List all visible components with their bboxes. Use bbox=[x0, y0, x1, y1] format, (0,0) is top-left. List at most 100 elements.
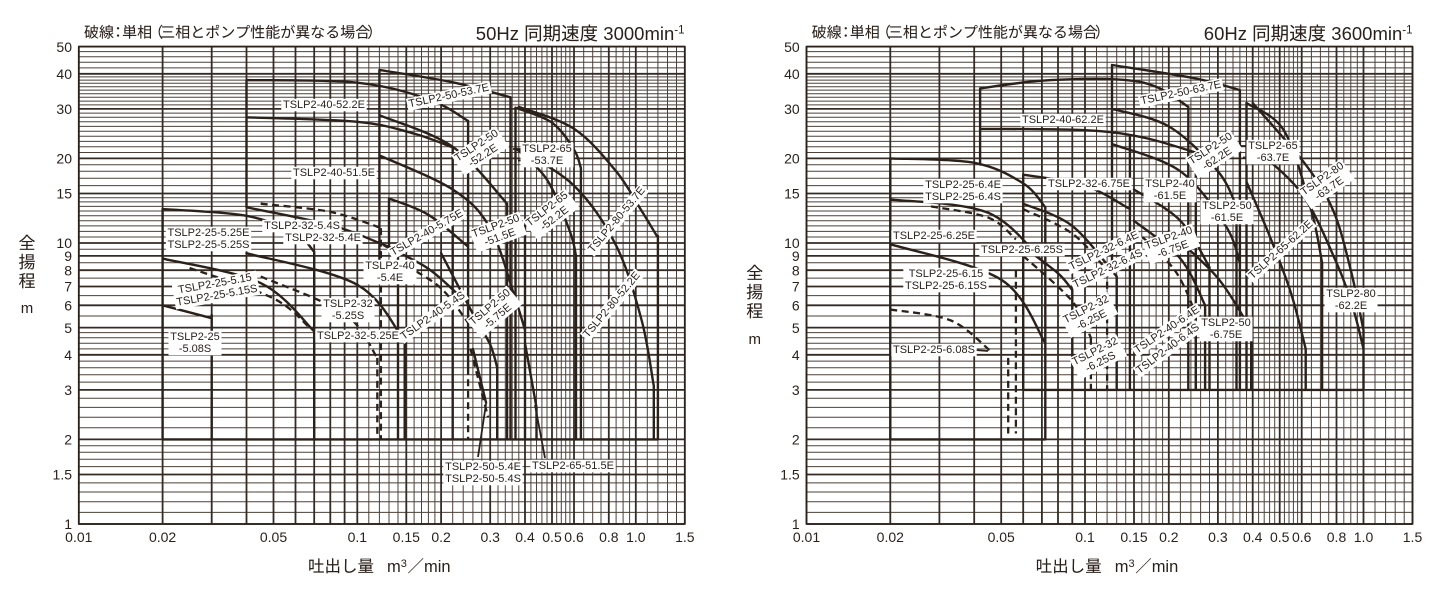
svg-text:TSLP2-40: TSLP2-40 bbox=[1145, 178, 1195, 190]
svg-text:-53.7E: -53.7E bbox=[531, 155, 563, 167]
svg-text:50: 50 bbox=[56, 39, 72, 55]
svg-text:TSLP2-25-6.25E: TSLP2-25-6.25E bbox=[893, 230, 975, 242]
svg-text:4: 4 bbox=[792, 347, 800, 363]
svg-text:TSLP2-40-62.2E: TSLP2-40-62.2E bbox=[1022, 114, 1104, 126]
svg-text:0.02: 0.02 bbox=[149, 529, 176, 545]
svg-text:0.5: 0.5 bbox=[1270, 529, 1290, 545]
svg-text:3: 3 bbox=[64, 382, 72, 398]
svg-text:TSLP2-50-5.4E: TSLP2-50-5.4E bbox=[445, 461, 521, 473]
svg-text:1.0: 1.0 bbox=[626, 529, 646, 545]
svg-text:2: 2 bbox=[64, 432, 72, 448]
svg-text:TSLP2-32-5.25E: TSLP2-32-5.25E bbox=[317, 330, 399, 342]
svg-text:5: 5 bbox=[792, 320, 800, 336]
svg-text:3600min-1: 3600min-1 bbox=[1331, 23, 1412, 44]
svg-text:1: 1 bbox=[792, 516, 800, 532]
svg-text:9: 9 bbox=[792, 248, 800, 264]
svg-text:40: 40 bbox=[56, 66, 72, 82]
svg-text:0.15: 0.15 bbox=[1120, 529, 1147, 545]
svg-text:50Hz: 50Hz bbox=[476, 23, 519, 44]
svg-text:2: 2 bbox=[792, 432, 800, 448]
svg-text:TSLP2-25-6.08S: TSLP2-25-6.08S bbox=[893, 344, 975, 356]
svg-text:0.6: 0.6 bbox=[564, 529, 584, 545]
svg-text:10: 10 bbox=[784, 235, 800, 251]
svg-text:TSLP2-65-51.5E: TSLP2-65-51.5E bbox=[532, 460, 614, 472]
svg-text:3000min-1: 3000min-1 bbox=[603, 23, 684, 44]
svg-text:min: min bbox=[424, 558, 451, 576]
svg-text:20: 20 bbox=[56, 151, 72, 167]
svg-text:60Hz: 60Hz bbox=[1204, 23, 1247, 44]
svg-text:TSLP2-25-6.25S: TSLP2-25-6.25S bbox=[981, 244, 1063, 256]
svg-text:TSLP2-50-5.4S: TSLP2-50-5.4S bbox=[445, 473, 521, 485]
svg-text:-63.7E: -63.7E bbox=[1257, 152, 1289, 164]
svg-text:TSLP2-65: TSLP2-65 bbox=[522, 143, 572, 155]
svg-text:0.5: 0.5 bbox=[542, 529, 562, 545]
svg-text:0.4: 0.4 bbox=[1243, 529, 1263, 545]
svg-text:TSLP2-25-6.4S: TSLP2-25-6.4S bbox=[925, 191, 1001, 203]
svg-text:8: 8 bbox=[64, 262, 72, 278]
svg-text:8: 8 bbox=[792, 262, 800, 278]
svg-text:-5.08S: -5.08S bbox=[179, 343, 211, 355]
svg-text:TSLP2-32-5.4S: TSLP2-32-5.4S bbox=[264, 220, 340, 232]
svg-text:0.1: 0.1 bbox=[1075, 529, 1095, 545]
svg-text:50: 50 bbox=[784, 39, 800, 55]
svg-text:7: 7 bbox=[792, 279, 800, 295]
svg-text:min: min bbox=[1152, 558, 1179, 576]
svg-text:0.2: 0.2 bbox=[1159, 529, 1179, 545]
svg-text:9: 9 bbox=[64, 248, 72, 264]
svg-text:-5.4E: -5.4E bbox=[377, 272, 403, 284]
svg-text:TSLP2-25: TSLP2-25 bbox=[170, 331, 220, 343]
svg-text:-62.2E: -62.2E bbox=[1335, 300, 1367, 312]
svg-text:0.05: 0.05 bbox=[260, 529, 287, 545]
svg-text:TSLP2-32: TSLP2-32 bbox=[323, 298, 373, 310]
svg-text:0.3: 0.3 bbox=[1208, 529, 1228, 545]
svg-text:1.5: 1.5 bbox=[675, 529, 695, 545]
svg-text:-61.5E: -61.5E bbox=[1211, 212, 1243, 224]
svg-text:TSLP2-25-6.15: TSLP2-25-6.15 bbox=[909, 268, 984, 280]
svg-text:TSLP2-40: TSLP2-40 bbox=[365, 260, 415, 272]
svg-text:15: 15 bbox=[56, 186, 72, 202]
svg-text:TSLP2-25-5.25S: TSLP2-25-5.25S bbox=[168, 239, 250, 251]
svg-text:0.15: 0.15 bbox=[393, 529, 420, 545]
svg-text:40: 40 bbox=[784, 66, 800, 82]
svg-text:TSLP2-25-6.15S: TSLP2-25-6.15S bbox=[905, 280, 987, 292]
svg-text:5: 5 bbox=[64, 320, 72, 336]
svg-text:7: 7 bbox=[64, 279, 72, 295]
svg-text:10: 10 bbox=[56, 235, 72, 251]
svg-text:0.2: 0.2 bbox=[431, 529, 451, 545]
svg-text:0.3: 0.3 bbox=[480, 529, 500, 545]
svg-text:0.01: 0.01 bbox=[793, 529, 820, 545]
svg-text:TSLP2-50: TSLP2-50 bbox=[1202, 200, 1252, 212]
svg-text:3: 3 bbox=[792, 382, 800, 398]
svg-text:1.0: 1.0 bbox=[1354, 529, 1374, 545]
svg-text:TSLP2-50: TSLP2-50 bbox=[1201, 317, 1251, 329]
svg-text:TSLP2-40-52.2E: TSLP2-40-52.2E bbox=[283, 99, 365, 111]
svg-text:0.6: 0.6 bbox=[1292, 529, 1312, 545]
svg-text:1: 1 bbox=[64, 516, 72, 532]
svg-text:m: m bbox=[748, 331, 761, 348]
svg-text:-5.25S: -5.25S bbox=[332, 310, 364, 322]
svg-text:0.01: 0.01 bbox=[65, 529, 92, 545]
svg-text:TSLP2-80: TSLP2-80 bbox=[1326, 288, 1376, 300]
svg-text:TSLP2-25-5.25E: TSLP2-25-5.25E bbox=[168, 227, 250, 239]
svg-text:0.1: 0.1 bbox=[348, 529, 368, 545]
svg-text:TSLP2-32-6.75E: TSLP2-32-6.75E bbox=[1048, 178, 1130, 190]
svg-text:-61.5E: -61.5E bbox=[1154, 190, 1186, 202]
svg-text:1.5: 1.5 bbox=[1403, 529, 1423, 545]
svg-text:0.05: 0.05 bbox=[988, 529, 1015, 545]
svg-text:6: 6 bbox=[792, 298, 800, 314]
svg-text:m: m bbox=[21, 300, 34, 317]
svg-text:0.8: 0.8 bbox=[1327, 529, 1347, 545]
svg-text:TSLP2-65: TSLP2-65 bbox=[1248, 140, 1298, 152]
svg-text:TSLP2-32-5.4E: TSLP2-32-5.4E bbox=[285, 232, 361, 244]
svg-text:1.5: 1.5 bbox=[53, 467, 73, 483]
svg-text:0.8: 0.8 bbox=[599, 529, 619, 545]
svg-text:0.02: 0.02 bbox=[877, 529, 904, 545]
svg-text:15: 15 bbox=[784, 186, 800, 202]
svg-text:1.5: 1.5 bbox=[780, 467, 800, 483]
svg-text:TSLP2-25-6.4E: TSLP2-25-6.4E bbox=[925, 179, 1001, 191]
svg-text:-6.75E: -6.75E bbox=[1210, 329, 1242, 341]
svg-text:4: 4 bbox=[64, 347, 72, 363]
svg-text:6: 6 bbox=[64, 298, 72, 314]
svg-text:30: 30 bbox=[56, 101, 72, 117]
svg-text:0.4: 0.4 bbox=[515, 529, 535, 545]
